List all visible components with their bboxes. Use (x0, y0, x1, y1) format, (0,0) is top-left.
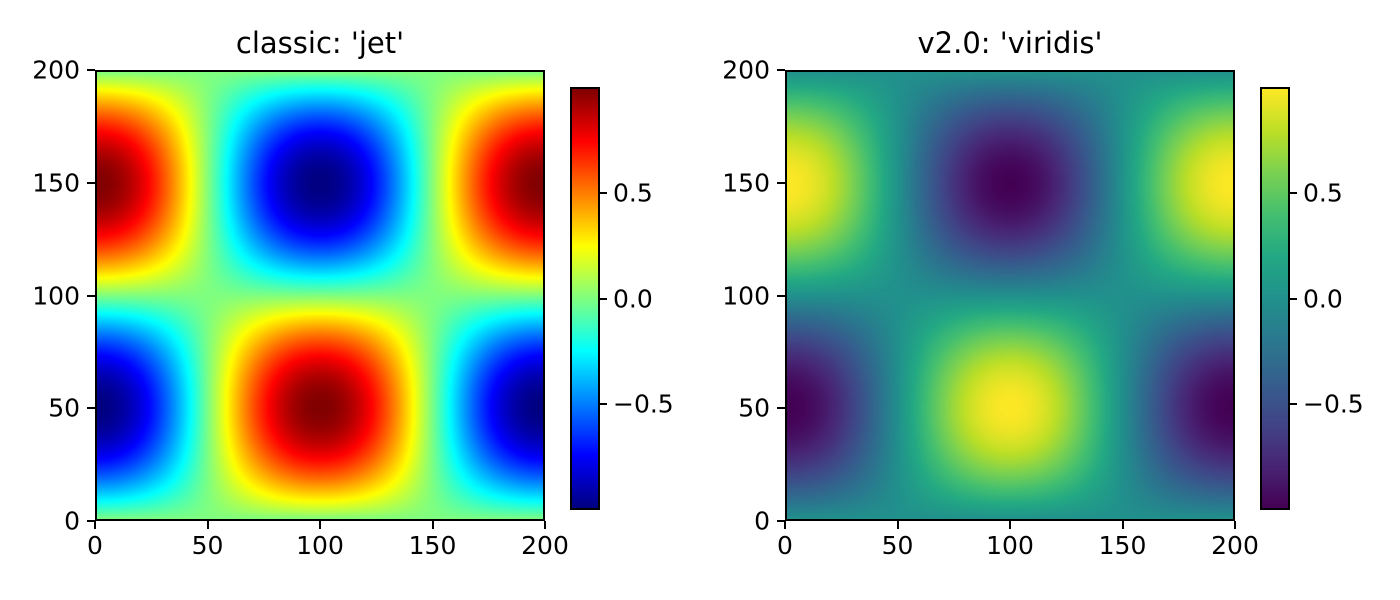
colorbar-tick-label: 0.5 (1303, 178, 1343, 208)
y-tick-label: 200 (32, 55, 80, 85)
x-tick-mark (94, 521, 96, 529)
x-tick-mark (1234, 521, 1236, 529)
colorbar-gradient-jet (572, 89, 598, 508)
colorbar-tick-mark (1290, 297, 1297, 300)
x-tick-label: 100 (296, 531, 344, 560)
y-tick-mark (777, 520, 785, 522)
colorbar-tick-mark (600, 297, 607, 300)
axes-viridis (785, 70, 1235, 521)
y-tick-label: 50 (738, 393, 770, 423)
x-tick-label: 200 (521, 531, 569, 560)
x-tick-label: 100 (986, 531, 1034, 560)
axes-jet (95, 70, 545, 521)
colorbar-tick-mark (1290, 403, 1297, 406)
y-tick-mark (87, 69, 95, 71)
y-tick-label: 150 (722, 168, 770, 198)
x-tick-label: 0 (777, 531, 793, 560)
panel-title-viridis: v2.0: 'viridis' (917, 26, 1103, 60)
panel-viridis: v2.0: 'viridis' 0 50 100 150 200 0 50 100 150 200… (690, 0, 1390, 600)
y-tick-mark (87, 181, 95, 184)
x-tick-mark (544, 521, 546, 529)
heatmap-viridis (787, 72, 1233, 519)
x-tick-mark (896, 521, 899, 529)
y-tick-label: 0 (64, 506, 80, 536)
y-tick-label: 100 (722, 281, 770, 310)
colorbar-tick-label: −0.5 (613, 389, 674, 419)
x-tick-mark (1009, 521, 1011, 529)
y-tick-label: 150 (32, 168, 80, 198)
y-tick-mark (87, 407, 95, 410)
x-tick-label: 150 (1098, 531, 1147, 560)
y-tick-mark (87, 520, 95, 522)
colorbar-viridis (1260, 87, 1290, 510)
panel-jet: classic: 'jet' 0 50 100 150 200 0 50 100 150 200 0… (32, 26, 674, 560)
x-tick-label: 150 (408, 531, 457, 560)
colorbar-tick-mark (1290, 191, 1297, 194)
x-tick-mark (784, 521, 786, 529)
y-tick-label: 200 (722, 55, 770, 85)
y-tick-mark (777, 294, 785, 297)
y-tick-label: 50 (48, 393, 80, 423)
y-tick-label: 100 (32, 281, 80, 310)
colorbar-tick-mark (600, 403, 607, 406)
y-tick-mark (777, 69, 785, 71)
x-tick-mark (431, 521, 434, 529)
colorbar-jet (570, 87, 600, 510)
y-tick-label: 0 (754, 506, 770, 536)
colorbar-tick-label: 0.0 (613, 284, 653, 313)
x-tick-label: 0 (87, 531, 103, 560)
x-tick-label: 50 (881, 531, 914, 560)
x-tick-label: 200 (1211, 531, 1259, 560)
colorbar-tick-label: 0.0 (1303, 284, 1343, 313)
colorbar-gradient-viridis (1262, 89, 1288, 508)
colorbar-tick-label: 0.5 (613, 178, 653, 208)
colorbar-tick-label: −0.5 (1303, 389, 1364, 419)
x-tick-label: 50 (191, 531, 224, 560)
x-tick-mark (206, 521, 209, 529)
y-tick-mark (87, 294, 95, 297)
y-tick-mark (777, 407, 785, 410)
panel-title-jet: classic: 'jet' (235, 26, 405, 60)
colorbar-tick-mark (600, 191, 607, 194)
heatmap-jet (97, 72, 543, 519)
y-tick-mark (777, 181, 785, 184)
x-tick-mark (319, 521, 321, 529)
x-tick-mark (1121, 521, 1124, 529)
